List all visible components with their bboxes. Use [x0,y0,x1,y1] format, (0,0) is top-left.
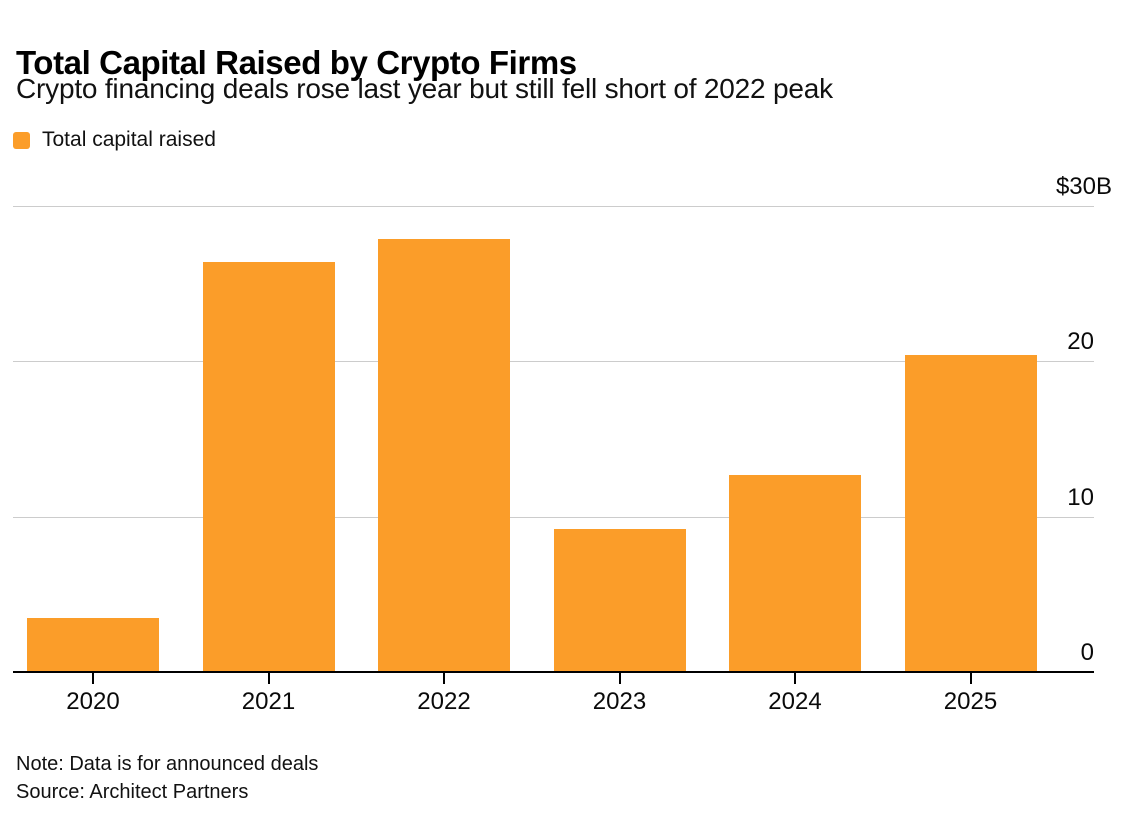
gridline-20 [13,361,1094,363]
x-axis-tick-2025 [969,673,972,684]
y-axis-label-20: 20 [1067,328,1094,356]
bar-2025 [904,355,1037,672]
gridline-10 [13,516,1094,518]
x-axis-tick-2021 [267,673,270,684]
x-axis-line [13,671,1094,673]
x-axis-label-2024: 2024 [768,688,822,715]
x-axis-label-2021: 2021 [241,688,296,715]
y-axis-label-10: 10 [1067,483,1094,511]
x-axis-tick-2024 [794,673,796,684]
legend-swatch-icon [13,131,30,149]
bar-2022 [378,238,510,672]
bar-2021 [202,261,335,672]
legend: Total capital raised [13,127,216,153]
x-axis-label-2022: 2022 [417,688,471,715]
gridline-30 [13,206,1094,207]
y-axis-label-30: $30B [1055,173,1112,200]
chart-subtitle: Crypto financing deals rose last year bu… [16,73,833,104]
bar-2020 [27,617,159,672]
page-title: Total Capital Raised by Crypto Firms [16,44,577,82]
chart-source: Source: Architect Partners [16,781,249,803]
x-axis-label-2025: 2025 [943,688,998,715]
x-axis-label-2023: 2023 [592,688,647,715]
x-axis-tick-2020 [92,673,94,684]
chart-note: Note: Data is for announced deals [16,753,319,775]
x-axis-tick-2022 [443,673,445,684]
x-axis-tick-2023 [618,673,621,684]
bar-2024 [729,474,861,672]
x-axis-label-2020: 2020 [66,688,120,715]
bar-2023 [553,529,686,672]
legend-label: Total capital raised [42,128,216,151]
y-axis-label-0: 0 [1080,639,1094,666]
